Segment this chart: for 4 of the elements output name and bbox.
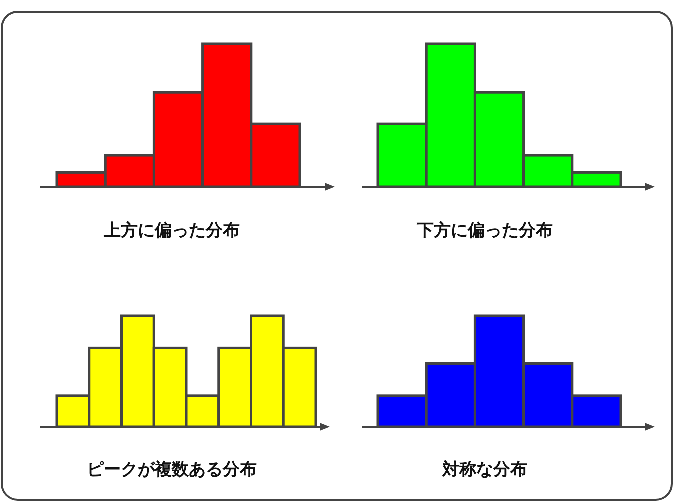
text: ピークが複数ある分布	[87, 460, 257, 480]
text: 上方に偏った分布	[103, 221, 240, 241]
text: 下方に偏った分布	[416, 221, 553, 241]
text: 対称な分布	[442, 460, 528, 480]
